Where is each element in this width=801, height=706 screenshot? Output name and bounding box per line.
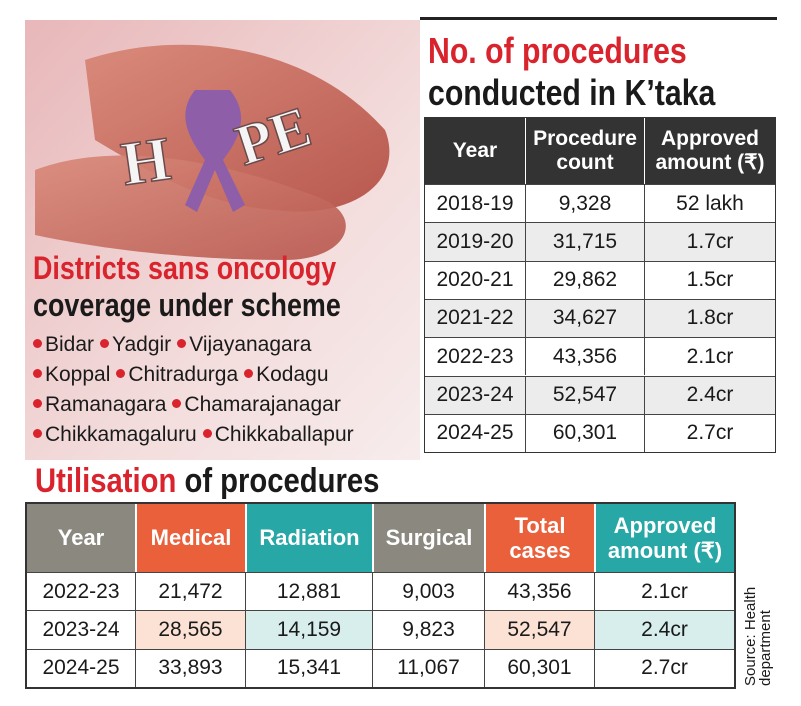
table-cell: 14,159 xyxy=(245,610,372,649)
district-line: Koppal Chitradurga Kodagu xyxy=(33,363,335,387)
table-cell: 2.1cr xyxy=(594,572,734,611)
header-cell: Medical xyxy=(135,504,245,572)
table-cell: 2.1cr xyxy=(644,337,775,376)
table-cell: 52,547 xyxy=(525,375,644,414)
table-cell: 2022-23 xyxy=(27,572,135,611)
table-cell: 2019-20 xyxy=(425,222,525,261)
table-cell: 9,328 xyxy=(525,184,644,223)
table-cell: 11,067 xyxy=(372,648,484,687)
districts-title: Districts sans oncology xyxy=(33,250,337,286)
table-cell: 2.4cr xyxy=(644,375,775,414)
table-cell: 2022-23 xyxy=(425,337,525,376)
district: Ramanagara xyxy=(45,393,167,416)
table-cell: 1.7cr xyxy=(644,222,775,261)
bullet xyxy=(33,339,42,349)
table-cell: 31,715 xyxy=(525,222,644,261)
district: Koppal xyxy=(45,363,111,386)
table-cell: 21,472 xyxy=(135,572,245,611)
source-line: department xyxy=(757,610,774,686)
table-cell: 52 lakh xyxy=(644,184,775,223)
header-cell: Year xyxy=(425,118,525,184)
title-red: Utilisation xyxy=(35,462,177,500)
district: Chitradurga xyxy=(128,363,239,386)
district: Yadgir xyxy=(112,333,172,356)
district: Kodagu xyxy=(256,363,329,386)
table-cell: 2023-24 xyxy=(27,610,135,649)
table-cell: 60,301 xyxy=(525,413,644,453)
photo: H PE xyxy=(25,20,420,460)
title-black: of procedures xyxy=(184,462,380,500)
table-cell: 2018-19 xyxy=(425,184,525,223)
bullet xyxy=(33,429,42,439)
table-cell: 2.4cr xyxy=(594,610,734,649)
ribbon xyxy=(185,90,245,212)
table-cell: 52,547 xyxy=(484,610,594,649)
source-line: Source: Health xyxy=(742,586,759,686)
table-cell: 34,627 xyxy=(525,298,644,338)
photo-letters: H xyxy=(117,125,174,199)
bullet xyxy=(244,369,254,379)
table-cell: 2024-25 xyxy=(27,648,135,687)
table1-title: No. of procedures xyxy=(428,30,687,71)
bullet xyxy=(116,369,126,379)
header-cell: Total cases xyxy=(484,504,594,572)
header-cell: Year xyxy=(27,504,135,572)
districts-title: coverage under scheme xyxy=(33,287,341,323)
header-cell: Procedure count xyxy=(525,118,644,184)
table-cell: 43,356 xyxy=(525,337,644,376)
table-cell: 33,893 xyxy=(135,648,245,687)
table-cell: 60,301 xyxy=(484,648,594,687)
bullet xyxy=(33,369,42,379)
table-cell: 1.5cr xyxy=(644,260,775,299)
district: Bidar xyxy=(45,333,95,356)
bullet xyxy=(172,399,182,409)
district: Chikkamagaluru xyxy=(45,423,197,446)
header-cell: Radiation xyxy=(245,504,372,572)
district: Vijayanagara xyxy=(189,333,312,356)
district-line: Ramanagara Chamarajanagar xyxy=(33,393,347,417)
table-cell: 2.7cr xyxy=(594,648,734,687)
table-cell: 29,862 xyxy=(525,260,644,299)
table-cell: 2021-22 xyxy=(425,298,525,338)
top-rule xyxy=(420,17,777,20)
table-cell: 12,881 xyxy=(245,572,372,611)
table-cell: 1.8cr xyxy=(644,298,775,338)
table-cell: 2023-24 xyxy=(425,375,525,414)
header-cell: Approved amount (₹) xyxy=(644,118,775,184)
bullet xyxy=(100,339,110,349)
table2-title: Utilisation of procedures xyxy=(35,462,379,501)
table1-title: conducted in K’taka xyxy=(428,72,716,113)
district-line: Chikkamagaluru Chikkaballapur xyxy=(33,423,360,447)
table-cell: 2024-25 xyxy=(425,413,525,453)
table-cell: 15,341 xyxy=(245,648,372,687)
table-cell: 2.7cr xyxy=(644,413,775,453)
header-cell: Approved amount (₹) xyxy=(594,504,734,572)
table-cell: 9,823 xyxy=(372,610,484,649)
table-cell: 2020-21 xyxy=(425,260,525,299)
utilisation-table: Year Medical Radiation Surgical Total cases A… xyxy=(25,502,736,689)
table-cell: 43,356 xyxy=(484,572,594,611)
district: Chikkaballapur xyxy=(214,423,354,446)
table-cell: 9,003 xyxy=(372,572,484,611)
district-line: Bidar Yadgir Vijayanagara xyxy=(33,333,317,357)
header-cell: Surgical xyxy=(372,504,484,572)
bullet xyxy=(202,429,212,439)
bullet xyxy=(33,399,42,409)
bullet xyxy=(177,339,187,349)
district: Chamarajanagar xyxy=(184,393,341,416)
procedures-table: Year Procedure count Approved amount (₹) 20… xyxy=(424,117,776,453)
source-note: Source: Health department xyxy=(742,586,774,686)
table-cell: 28,565 xyxy=(135,610,245,649)
